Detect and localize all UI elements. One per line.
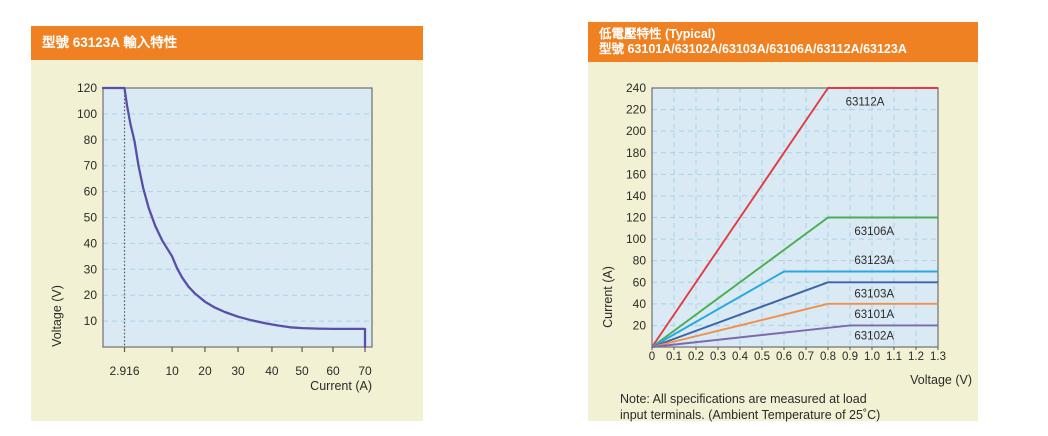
x-tick-label: 0: [649, 351, 655, 363]
y-tick-label: 120: [626, 211, 646, 225]
x-axis-title: Current (A): [310, 379, 372, 393]
note-line1: Note: All specifications are measured at…: [620, 392, 867, 406]
x-tick-label: 40: [265, 364, 279, 378]
series-label-63112A: 63112A: [846, 96, 885, 108]
y-tick-label: 70: [84, 159, 98, 173]
left-panel-body: 10 20 30 40 50 60 70 80 100 120 2.916 10 20 30 40 50 60 7…: [31, 60, 423, 421]
series-line-63101A: [651, 302, 938, 348]
y-tick-label: 60: [84, 185, 98, 199]
x-tick-label: 0.9: [842, 351, 858, 363]
y-tick-label: 160: [626, 167, 646, 181]
y-tick-label: 60: [633, 275, 647, 289]
note-line2: input terminals. (Ambient Temperature of…: [620, 407, 881, 422]
x-tick-label: 1.0: [864, 351, 880, 363]
series-line-63112A: [651, 87, 938, 348]
x-tick-label: 50: [295, 364, 309, 378]
y-tick-label: 80: [633, 254, 647, 268]
series-line-63106A: [651, 216, 938, 348]
y-tick-label: 20: [84, 288, 98, 302]
left-panel-title: 型號 63123A 輸入特性: [42, 35, 178, 50]
low-voltage-characteristic-chart: 20 40 60 80 100 120 140 160 180 200 220 240 63112A 63…: [601, 81, 972, 387]
left-panel: 型號 63123A 輸入特性 10 20 30 40 50 60 70 80 100 120 2.9…: [31, 26, 423, 421]
series-label-63102A: 63102A: [854, 330, 894, 342]
series-line-63123A: [651, 270, 938, 348]
x-tick-label: 70: [358, 364, 372, 378]
plot-area: [103, 88, 372, 347]
x-tick-label: 1.3: [930, 351, 946, 363]
y-tick-label: 120: [77, 81, 97, 95]
note-text: Note: All specifications are measured at…: [620, 392, 920, 423]
right-panel: 低電壓特性 (Typical) 型號 63101A/63102A/63103A/…: [588, 22, 978, 423]
right-panel-body: 20 40 60 80 100 120 140 160 180 200 220 240 63112A 63…: [588, 62, 978, 423]
series-line-63123A: [101, 86, 367, 349]
x-tick-label: 1.2: [908, 351, 924, 363]
y-axis-title: Voltage (V): [50, 285, 64, 347]
series-label-63123A: 63123A: [854, 255, 894, 267]
y-tick-label: 220: [626, 103, 646, 117]
x-tick-label: 60: [326, 364, 340, 378]
y-axis-title: Current (A): [601, 266, 615, 328]
y-tick-label: 100: [77, 107, 97, 121]
x-tick-label: 1.1: [886, 351, 902, 363]
y-tick-label: 30: [84, 262, 98, 276]
x-tick-label: 0.8: [820, 351, 836, 363]
x-tick-label: 30: [231, 364, 245, 378]
series-label-63103A: 63103A: [854, 288, 894, 300]
y-tick-label: 80: [84, 133, 98, 147]
y-tick-label: 140: [626, 189, 646, 203]
series-line-63103A: [651, 281, 938, 348]
y-tick-label: 40: [633, 297, 647, 311]
series-label-63106A: 63106A: [854, 226, 894, 238]
y-tick-label: 240: [626, 81, 646, 95]
x-tick-label: 0.1: [666, 351, 682, 363]
series-line-63102A: [651, 324, 938, 348]
x-tick-label: 2.916: [110, 364, 140, 378]
right-panel-header: 低電壓特性 (Typical) 型號 63101A/63102A/63103A/…: [588, 22, 978, 62]
y-tick-label: 20: [633, 318, 647, 332]
y-tick-label: 10: [84, 314, 98, 328]
left-panel-header: 型號 63123A 輸入特性: [31, 26, 423, 60]
x-tick-label: 0.2: [688, 351, 704, 363]
x-tick-label: 0.5: [754, 351, 770, 363]
x-tick-label: 0.6: [776, 351, 792, 363]
y-tick-label: 40: [84, 236, 98, 250]
x-tick-label: 10: [165, 364, 179, 378]
y-tick-label: 50: [84, 211, 98, 225]
x-tick-label: 0.4: [732, 351, 749, 363]
x-tick-label: 0.3: [710, 351, 726, 363]
input-characteristic-chart: 10 20 30 40 50 60 70 80 100 120 2.916 10 20 30 40 50 60 7…: [50, 81, 373, 393]
x-axis-title: Voltage (V): [910, 373, 972, 387]
y-tick-label: 100: [626, 232, 646, 246]
x-tick-label: 20: [198, 364, 212, 378]
x-tick-label: 0.7: [798, 351, 814, 363]
right-panel-title-line1: 低電壓特性 (Typical): [599, 27, 716, 41]
series-label-63101A: 63101A: [854, 309, 894, 321]
y-tick-label: 200: [626, 124, 646, 138]
y-tick-label: 180: [626, 146, 646, 160]
right-panel-title-line2: 型號 63101A/63102A/63103A/63106A/63112A/63…: [599, 42, 907, 56]
